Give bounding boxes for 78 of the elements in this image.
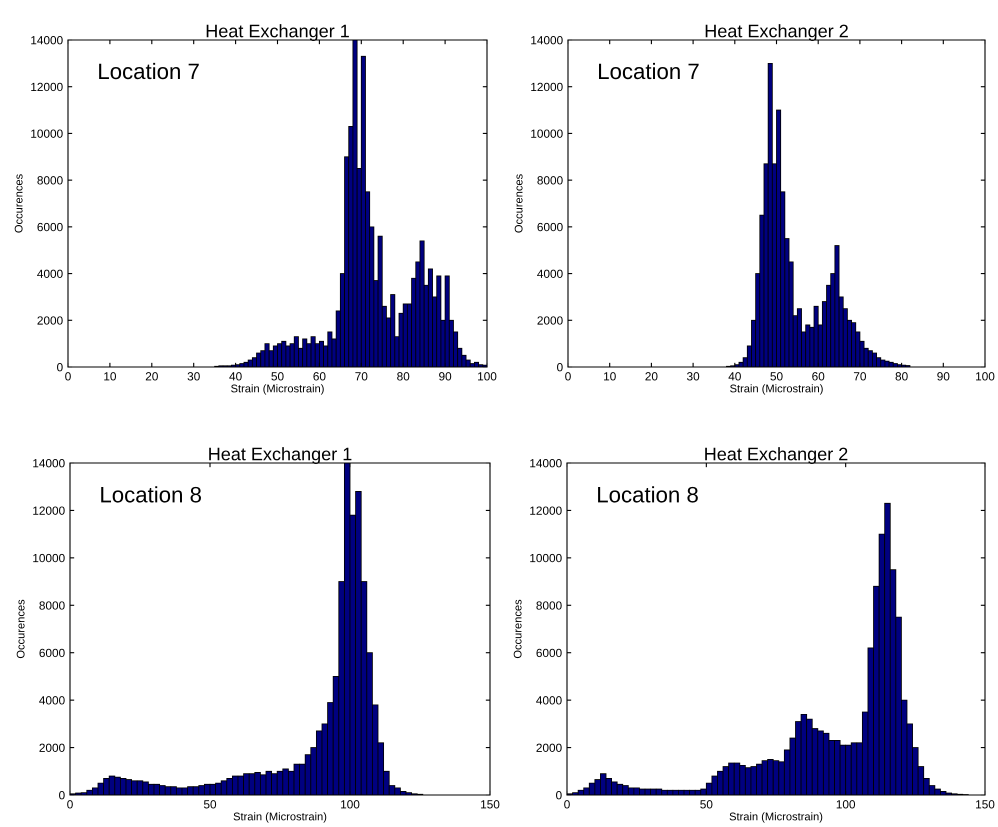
x-tick-label: 0 bbox=[564, 800, 570, 809]
y-tick-label: 10000 bbox=[33, 554, 65, 562]
y-tick-label: 8000 bbox=[536, 601, 562, 610]
x-tick-label: 10 bbox=[104, 372, 116, 381]
annotation: Location 7 bbox=[599, 62, 699, 80]
x-tick-label: 20 bbox=[645, 372, 658, 381]
y-tick-label: 8000 bbox=[537, 176, 563, 185]
chart-title: Heat Exchanger 2 bbox=[706, 24, 848, 41]
x-tick-label: 80 bbox=[896, 372, 908, 381]
x-axis-title: Strain (Microstrain) bbox=[730, 812, 822, 823]
x-tick-label: 30 bbox=[686, 372, 700, 381]
x-tick-label: 0 bbox=[67, 800, 73, 809]
x-tick-label: 40 bbox=[229, 372, 242, 381]
y-axis-title: Occurences bbox=[14, 174, 23, 233]
x-tick-label: 60 bbox=[313, 372, 326, 381]
y-tick-label: 6000 bbox=[37, 222, 63, 232]
x-tick-label: 90 bbox=[937, 372, 950, 381]
y-tick-label: 12000 bbox=[31, 82, 63, 92]
x-tick-label: 60 bbox=[812, 372, 824, 381]
x-tick-label: 100 bbox=[836, 800, 856, 809]
y-tick-label: 12000 bbox=[531, 82, 563, 92]
y-tick-label: 0 bbox=[557, 363, 563, 372]
y-tick-label: 4000 bbox=[537, 270, 563, 278]
chart-title: Heat Exchanger 2 bbox=[705, 447, 848, 464]
y-tick-label: 14000 bbox=[33, 459, 65, 468]
x-axis-title: Strain (Microstrain) bbox=[730, 384, 823, 395]
y-tick-label: 14000 bbox=[31, 36, 63, 44]
y-tick-label: 0 bbox=[556, 791, 562, 800]
y-tick-label: 0 bbox=[57, 363, 63, 372]
x-tick-label: 40 bbox=[728, 372, 741, 381]
x-tick-label: 10 bbox=[604, 372, 616, 381]
y-tick-label: 12000 bbox=[530, 506, 562, 515]
x-tick-label: 90 bbox=[439, 372, 452, 381]
annotation: Location 7 bbox=[99, 62, 199, 80]
x-tick-label: 50 bbox=[700, 800, 712, 809]
chart-title: Heat Exchanger 1 bbox=[206, 24, 349, 41]
y-tick-label: 14000 bbox=[530, 459, 562, 468]
x-tick-label: 100 bbox=[341, 800, 360, 809]
x-tick-label: 30 bbox=[188, 372, 200, 381]
x-tick-label: 50 bbox=[204, 800, 216, 809]
y-tick-label: 10000 bbox=[31, 129, 63, 138]
annotation: Location 8 bbox=[598, 486, 698, 503]
x-tick-label: 50 bbox=[271, 372, 284, 381]
annotation: Location 8 bbox=[101, 486, 201, 503]
x-axis-title: Strain (Microstrain) bbox=[234, 812, 326, 823]
y-tick-label: 14000 bbox=[531, 36, 563, 44]
x-tick-label: 150 bbox=[481, 800, 500, 809]
x-tick-label: 80 bbox=[397, 372, 410, 381]
y-axis-title: Occurences bbox=[514, 600, 522, 658]
x-tick-label: 70 bbox=[355, 372, 368, 381]
x-tick-label: 20 bbox=[146, 372, 158, 381]
y-tick-label: 2000 bbox=[536, 744, 562, 752]
x-tick-label: 100 bbox=[478, 372, 496, 381]
y-tick-label: 4000 bbox=[39, 696, 65, 705]
x-tick-label: 50 bbox=[770, 372, 783, 381]
x-tick-label: 70 bbox=[854, 372, 866, 381]
y-tick-label: 6000 bbox=[536, 648, 562, 658]
y-tick-label: 2000 bbox=[37, 316, 63, 325]
y-tick-label: 0 bbox=[59, 791, 65, 800]
y-tick-label: 2000 bbox=[537, 316, 563, 325]
y-tick-label: 4000 bbox=[37, 270, 63, 278]
x-tick-label: 0 bbox=[565, 372, 571, 381]
chart-title: Heat Exchanger 1 bbox=[209, 447, 352, 464]
x-axis-title: Strain (Microstrain) bbox=[231, 384, 324, 395]
y-tick-label: 6000 bbox=[537, 222, 563, 232]
y-tick-label: 8000 bbox=[37, 176, 63, 185]
y-tick-label: 10000 bbox=[530, 554, 562, 562]
x-tick-label: 0 bbox=[65, 372, 71, 381]
y-tick-label: 4000 bbox=[536, 696, 562, 705]
y-tick-label: 6000 bbox=[39, 648, 65, 658]
x-tick-label: 150 bbox=[976, 800, 994, 809]
y-tick-label: 12000 bbox=[33, 506, 65, 515]
y-tick-label: 8000 bbox=[39, 601, 65, 610]
y-tick-label: 2000 bbox=[39, 744, 65, 752]
y-tick-label: 10000 bbox=[531, 129, 563, 138]
y-axis-title: Occurences bbox=[514, 174, 523, 233]
x-tick-label: 100 bbox=[976, 372, 994, 381]
y-axis-title: Occurences bbox=[16, 600, 25, 658]
